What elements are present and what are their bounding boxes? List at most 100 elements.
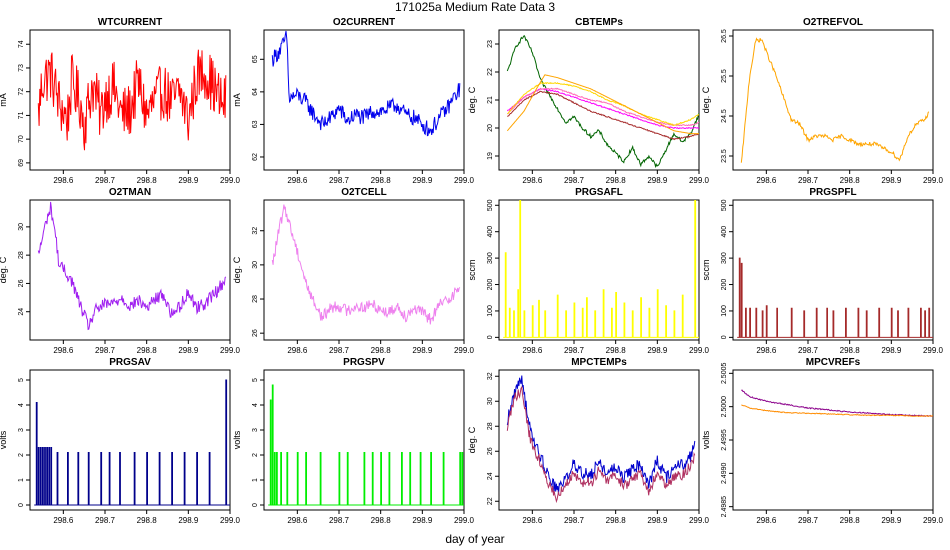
x-tick-label: 298.8 (137, 346, 158, 355)
y-tick-label: 300 (487, 252, 494, 264)
x-tick-label: 298.8 (606, 346, 627, 355)
y-tick-label: 22 (487, 68, 494, 76)
panel-title: PRGSPV (343, 357, 385, 368)
x-tick-label: 298.7 (329, 516, 350, 525)
y-tick-label: 63 (252, 120, 259, 128)
plot-area (37, 201, 227, 331)
y-tick-label: 2 (18, 453, 25, 457)
y-tick-label: 400 (721, 226, 728, 238)
y-tick-label: 200 (721, 279, 728, 291)
panel-wtcurrent: WTCURRENT mA 69 70 71 72 73 74 298.6 298.7 298.8 29… (0, 17, 241, 185)
plot-area (271, 204, 461, 325)
y-tick-label: 0 (721, 335, 728, 339)
series-line-prgspv (268, 384, 464, 506)
plot-area (740, 37, 930, 163)
series-line-vref2 (741, 404, 933, 417)
plot-frame (732, 29, 934, 171)
series-line-prgsav (34, 379, 230, 506)
y-tick-label: 2.4995 (721, 429, 728, 451)
x-tick-label: 298.6 (53, 516, 74, 525)
x-tick-label: 298.7 (329, 346, 350, 355)
panel-title: O2TREFVOL (803, 17, 863, 28)
series-line-cb3 (507, 87, 699, 127)
figure-xlabel: day of year (445, 532, 504, 546)
y-tick-label: 28 (252, 295, 259, 303)
y-tick-label: 69 (18, 159, 25, 167)
series-line-mpc1 (506, 375, 696, 495)
panel-o2tcell: O2TCELL deg. C 26 28 30 32 298.6 298.7 298.8 298.… (232, 187, 475, 355)
x-tick-label: 298.6 (522, 346, 543, 355)
y-tick-label: 23 (487, 40, 494, 48)
plot-area (737, 257, 933, 338)
x-tick-label: 298.9 (178, 176, 199, 185)
panel-title: PRGSPFL (809, 187, 856, 198)
y-tick-label: 0 (252, 503, 259, 507)
x-tick-label: 298.6 (287, 176, 308, 185)
x-tick-label: 298.8 (371, 346, 392, 355)
y-tick-label: 300 (721, 252, 728, 264)
y-tick-label: 71 (18, 111, 25, 119)
plot-frame (29, 199, 231, 341)
panel-prgspfl: PRGSPFL sccm 0 100 200 300 400 500 298.6 298.7 298… (701, 187, 944, 355)
y-tick-label: 19 (487, 152, 494, 160)
x-tick-label: 298.7 (798, 346, 819, 355)
panels-grid: WTCURRENT mA 69 70 71 72 73 74 298.6 298.7 298.8 29… (0, 17, 944, 525)
y-tick-label: 74 (18, 40, 25, 48)
y-tick-label: 64 (252, 88, 259, 96)
plot-frame (498, 199, 700, 341)
y-tick-label: 100 (487, 305, 494, 317)
y-tick-label: 30 (18, 223, 25, 231)
x-tick-label: 299.0 (220, 346, 241, 355)
series-line-o2trefvol (740, 37, 930, 163)
x-tick-label: 299.0 (689, 346, 710, 355)
x-tick-label: 298.6 (756, 176, 777, 185)
x-tick-label: 298.9 (412, 516, 433, 525)
x-tick-label: 298.7 (564, 516, 585, 525)
y-tick-label: 73 (18, 64, 25, 72)
panel-title: MPCVREFs (806, 357, 861, 368)
x-tick-label: 298.7 (564, 176, 585, 185)
panel-cbtemps: CBTEMPs deg. C 19 20 21 22 23 298.6 298.7 298.8 29… (467, 17, 710, 185)
x-tick-label: 298.9 (881, 516, 902, 525)
plot-frame (263, 29, 465, 171)
plot-frame (29, 29, 231, 171)
x-tick-label: 298.6 (756, 516, 777, 525)
y-tick-label: 20 (487, 124, 494, 132)
y-tick-label: 2.4990 (721, 463, 728, 485)
plot-area (503, 200, 699, 338)
plot-frame (29, 369, 231, 511)
panel-o2tman: O2TMAN deg. C 24 26 28 30 298.6 298.7 298.8 298.9… (0, 187, 241, 355)
y-tick-label: 4 (18, 403, 25, 407)
x-tick-label: 298.7 (95, 176, 116, 185)
x-tick-label: 299.0 (923, 516, 944, 525)
x-tick-label: 298.9 (412, 346, 433, 355)
y-tick-label: 28 (18, 251, 25, 259)
x-tick-label: 299.0 (454, 176, 475, 185)
y-axis-label: deg. C (467, 86, 477, 113)
y-axis-label: volts (232, 430, 242, 449)
y-tick-label: 400 (487, 226, 494, 238)
plot-frame (263, 199, 465, 341)
panel-mpcvrefs: MPCVREFs volts 2.4985 2.4990 2.4995 2.5000 2.5… (701, 357, 944, 525)
plot-area (741, 389, 933, 417)
y-tick-label: 22 (487, 497, 494, 505)
y-axis-label: mA (0, 93, 8, 107)
series-line-o2tman (37, 201, 227, 331)
y-tick-label: 32 (487, 372, 494, 380)
y-tick-label: 2.5005 (721, 363, 728, 385)
x-tick-label: 298.6 (287, 516, 308, 525)
y-tick-label: 2 (252, 453, 259, 457)
x-tick-label: 299.0 (689, 176, 710, 185)
y-tick-label: 0 (487, 335, 494, 339)
series-line-vref1 (741, 389, 933, 417)
y-tick-label: 5 (18, 378, 25, 382)
y-tick-label: 500 (721, 199, 728, 211)
plot-frame (732, 369, 934, 511)
plot-frame (498, 369, 700, 511)
panel-mpctemps: MPCTEMPs deg. C 22 24 26 28 30 32 298.6 298.7 298.… (467, 357, 710, 525)
y-tick-label: 4 (252, 403, 259, 407)
plot-frame (732, 199, 934, 341)
y-tick-label: 1 (252, 478, 259, 482)
x-tick-label: 298.7 (798, 516, 819, 525)
